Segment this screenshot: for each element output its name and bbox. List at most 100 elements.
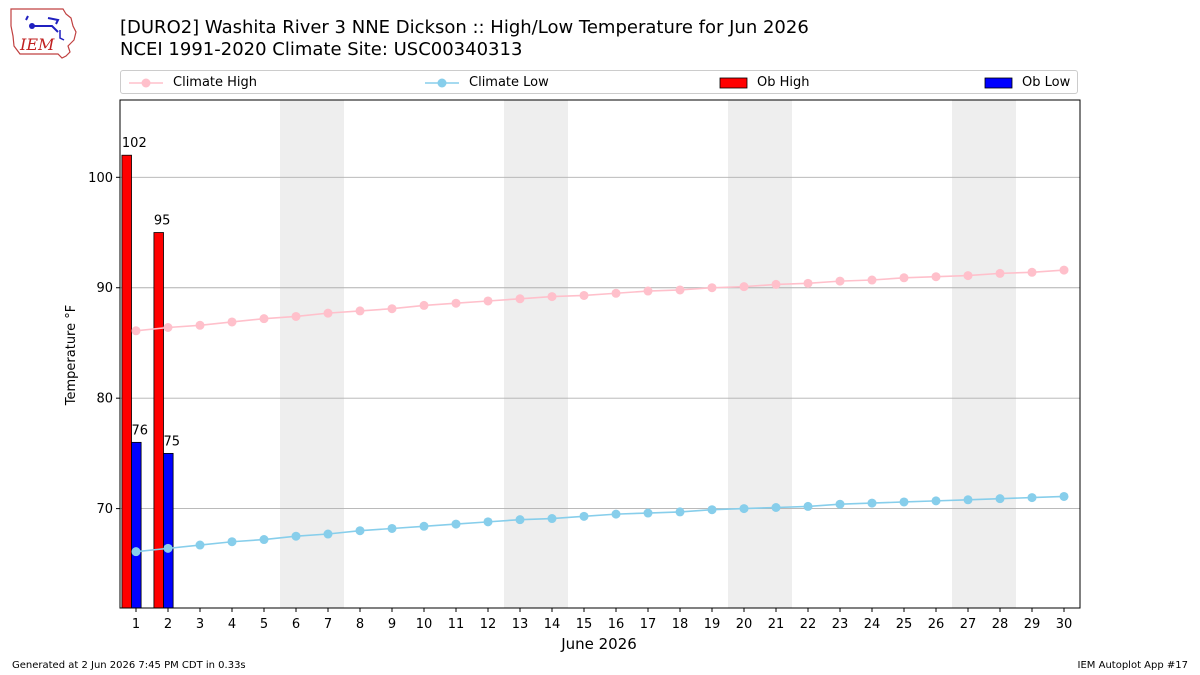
x-tick-label: 7 (324, 617, 332, 632)
climate-low-point (515, 515, 525, 525)
ob-high-bar-label: 95 (154, 214, 171, 229)
climate-high-point (515, 294, 525, 304)
x-tick-label: 19 (704, 617, 721, 632)
x-tick-label: 28 (992, 617, 1009, 632)
climate-high-point (867, 275, 877, 285)
climate-low-line-icon (425, 78, 459, 88)
plot-frame (119, 99, 1081, 609)
x-tick-label: 24 (864, 617, 881, 632)
legend-label: Ob Low (1022, 75, 1071, 90)
x-tick-label: 4 (228, 617, 236, 632)
climate-low-line (135, 495, 1065, 553)
climate-low-point (163, 543, 173, 553)
climate-low-point (771, 503, 781, 513)
y-axis-label: Temperature °F (64, 305, 79, 406)
x-tick-label: 25 (896, 617, 913, 632)
x-tick-label: 15 (576, 617, 593, 632)
x-tick-label: 16 (608, 617, 625, 632)
x-tick-label: 12 (480, 617, 497, 632)
x-tick-label: 20 (736, 617, 753, 632)
x-tick-label: 10 (416, 617, 433, 632)
iem-logo: IEM (10, 8, 77, 59)
x-tick-label: 2 (164, 617, 172, 632)
climate-low-point (227, 537, 237, 547)
climate-high-point (131, 326, 141, 336)
x-tick-label: 21 (768, 617, 785, 632)
ob-high-bar-label: 102 (122, 136, 147, 151)
climate-high-point (547, 292, 557, 302)
climate-low-point (195, 540, 205, 550)
climate-high-point (899, 273, 909, 283)
climate-high-point (611, 288, 621, 298)
climate-high-point (835, 276, 845, 286)
climate-high-point (739, 282, 749, 292)
iowa-outline-icon (10, 8, 77, 59)
climate-high-point (163, 322, 173, 332)
x-tick-label: 30 (1056, 617, 1073, 632)
climate-low-point (131, 547, 141, 557)
ob-low-bar (131, 441, 142, 609)
x-tick-label: 18 (672, 617, 689, 632)
climate-high-point (291, 311, 301, 321)
climate-high-point (1027, 267, 1037, 277)
lines-layer (131, 265, 1069, 557)
y-tick-label: 70 (96, 502, 113, 517)
title-line-1: [DURO2] Washita River 3 NNE Dickson :: H… (120, 17, 809, 38)
climate-low-point (1027, 493, 1037, 503)
x-tick-label: 17 (640, 617, 657, 632)
x-tick-label: 27 (960, 617, 977, 632)
x-tick-label: 6 (292, 617, 300, 632)
climate-high-point (707, 283, 717, 293)
ob-low-bar-label: 76 (132, 423, 149, 438)
climate-high-point (355, 306, 365, 316)
climate-low-point (643, 508, 653, 518)
climate-low-point (355, 526, 365, 536)
climate-high-point (643, 286, 653, 296)
logo-text: IEM (19, 35, 55, 54)
climate-high-point (451, 298, 461, 308)
x-tick-label: 3 (196, 617, 204, 632)
climate-high-point (387, 304, 397, 314)
x-tick-label: 5 (260, 617, 268, 632)
climate-high-point (931, 272, 941, 282)
climate-low-point (867, 498, 877, 508)
weekend-band (280, 100, 344, 608)
climate-high-point (675, 285, 685, 295)
weekend-band (504, 100, 568, 608)
climate-high-point (1059, 265, 1069, 275)
climate-high-point (227, 317, 237, 327)
climate-high-point (771, 279, 781, 289)
y-tick-label: 90 (96, 281, 113, 296)
ob-low-swatch-icon (984, 77, 1013, 89)
climate-low-point (483, 517, 493, 527)
weekend-bands (280, 100, 1016, 608)
climate-high-point (483, 296, 493, 306)
climate-low-point (931, 496, 941, 506)
climate-low-point (995, 494, 1005, 504)
climate-low-point (675, 507, 685, 517)
generated-timestamp: Generated at 2 Jun 2026 7:45 PM CDT in 0… (12, 660, 246, 671)
title-line-2: NCEI 1991-2020 Climate Site: USC00340313 (120, 39, 523, 60)
x-tick-label: 9 (388, 617, 396, 632)
climate-low-point (291, 531, 301, 541)
climate-low-point (451, 519, 461, 529)
climate-high-line (135, 269, 1065, 332)
climate-low-point (707, 505, 717, 515)
climate-high-point (259, 314, 269, 324)
climate-low-point (899, 497, 909, 507)
x-tick-label: 23 (832, 617, 849, 632)
climate-high-point (419, 300, 429, 310)
x-tick-label: 1 (132, 617, 140, 632)
x-tick-label: 11 (448, 617, 465, 632)
x-tick-label: 22 (800, 617, 817, 632)
x-axis-ticks: 1 2 3 4 5 6 7 8 9 10 11 12 13 14 15 16 17 18 19 20 21 22 23 24 2… (132, 608, 1072, 632)
x-tick-label: 26 (928, 617, 945, 632)
x-tick-label: 13 (512, 617, 529, 632)
ob-low-bar-label: 75 (164, 434, 181, 449)
app-credit: IEM Autoplot App #17 (1077, 660, 1188, 671)
climate-low-point (259, 535, 269, 545)
climate-low-point (963, 495, 973, 505)
climate-high-point (579, 290, 589, 300)
climate-low-point (323, 529, 333, 539)
